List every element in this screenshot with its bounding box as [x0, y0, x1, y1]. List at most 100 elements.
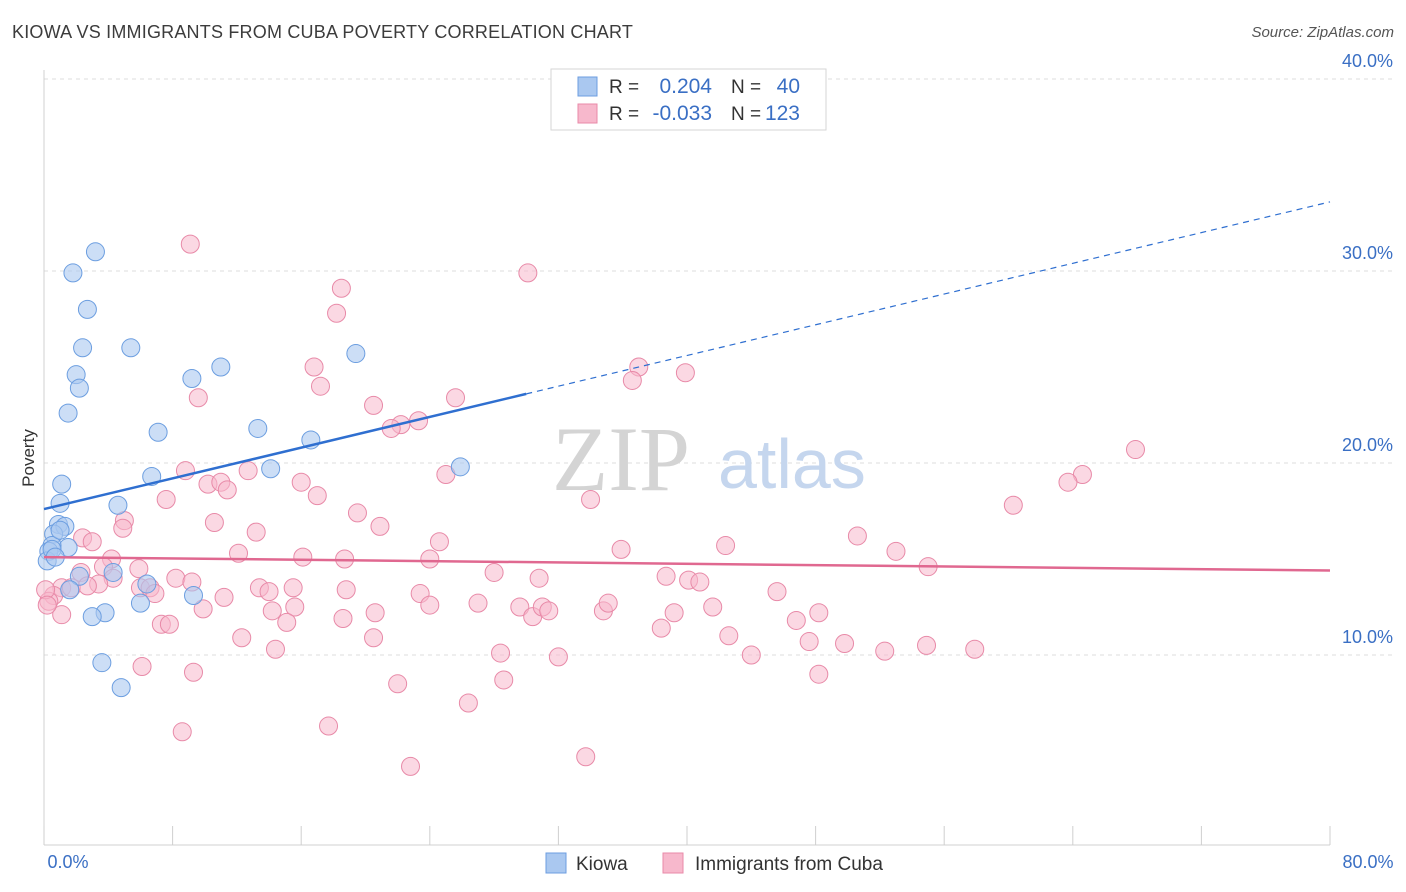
- cuba-point: [611, 539, 631, 559]
- cuba-point: [917, 635, 937, 655]
- kiowa-trendline: [43, 392, 527, 511]
- x-tick-label-min: 0.0%: [47, 852, 88, 872]
- kiowa-point: [450, 457, 470, 477]
- kiowa-point: [92, 653, 112, 673]
- y-axis-title: Poverty: [19, 429, 38, 487]
- cuba-point: [446, 388, 466, 408]
- cuba-point: [809, 664, 829, 684]
- cuba-point: [598, 593, 618, 613]
- kiowa-point: [248, 418, 268, 438]
- cuba-point: [319, 716, 339, 736]
- cuba-point: [651, 618, 671, 638]
- cuba-point: [484, 562, 504, 582]
- cuba-r-value: -0.033: [652, 102, 712, 125]
- kiowa-n-label: N =: [731, 77, 761, 98]
- kiowa-point: [121, 338, 141, 358]
- kiowa-point: [60, 580, 80, 600]
- kiowa-point: [211, 357, 231, 377]
- cuba-point: [82, 532, 102, 552]
- kiowa-point: [130, 593, 150, 613]
- cuba-point: [52, 605, 72, 625]
- cuba-point: [37, 595, 57, 615]
- kiowa-n-value: 40: [777, 75, 800, 98]
- cuba-point: [129, 559, 149, 579]
- kiowa-point: [183, 585, 203, 605]
- cuba-point: [716, 536, 736, 556]
- cuba-point: [529, 568, 549, 588]
- cuba-point: [675, 363, 695, 383]
- cuba-points: [36, 234, 1145, 776]
- cuba-n-label: N =: [731, 104, 761, 125]
- kiowa-point: [111, 678, 131, 698]
- legend-kiowa-swatch: [545, 852, 567, 874]
- kiowa-point: [52, 474, 72, 494]
- kiowa-swatch: [577, 76, 598, 97]
- kiowa-r-label: R =: [609, 77, 639, 98]
- cuba-point: [401, 756, 421, 776]
- kiowa-point: [69, 566, 89, 586]
- cuba-point: [741, 645, 761, 665]
- x-ticks: [43, 826, 1331, 845]
- legend-kiowa-label: Kiowa: [576, 854, 628, 875]
- cuba-point: [494, 670, 514, 690]
- kiowa-point: [103, 562, 123, 582]
- cuba-point: [388, 674, 408, 694]
- kiowa-r-value: 0.204: [659, 75, 712, 98]
- cuba-point: [664, 603, 684, 623]
- kiowa-point: [137, 574, 157, 594]
- chart-title: KIOWA VS IMMIGRANTS FROM CUBA POVERTY CO…: [12, 22, 634, 42]
- cuba-point: [581, 489, 601, 509]
- cuba-point: [188, 388, 208, 408]
- y-tick-label: 20.0%: [1342, 435, 1393, 455]
- cuba-point: [786, 610, 806, 630]
- cuba-trendline: [43, 555, 1331, 572]
- cuba-point: [232, 628, 252, 648]
- trendlines: [43, 201, 1331, 572]
- cuba-point: [193, 599, 213, 619]
- cuba-point: [875, 641, 895, 661]
- cuba-point: [285, 597, 305, 617]
- cuba-point: [304, 357, 324, 377]
- cuba-point: [132, 657, 152, 677]
- cuba-point: [331, 278, 351, 298]
- cuba-point: [180, 234, 200, 254]
- cuba-point: [420, 549, 440, 569]
- cuba-point: [703, 597, 723, 617]
- cuba-point: [365, 603, 385, 623]
- cuba-point: [229, 543, 249, 563]
- cuba-point: [1058, 472, 1078, 492]
- cuba-point: [347, 503, 367, 523]
- cuba-point: [259, 582, 279, 602]
- cuba-point: [166, 568, 186, 588]
- cuba-point: [159, 614, 179, 634]
- cuba-n-value: 123: [765, 102, 800, 125]
- watermark-zip: ZIP: [552, 408, 690, 510]
- cuba-point: [835, 633, 855, 653]
- kiowa-point: [346, 344, 366, 364]
- cuba-point: [246, 522, 266, 542]
- cuba-r-label: R =: [609, 104, 639, 125]
- cuba-point: [336, 580, 356, 600]
- cuba-point: [539, 601, 559, 621]
- watermark-atlas: atlas: [718, 425, 866, 503]
- cuba-point: [1003, 495, 1023, 515]
- y-tick-labels: 10.0% 20.0% 30.0% 40.0%: [1342, 51, 1393, 647]
- cuba-point: [293, 547, 313, 567]
- kiowa-point: [50, 520, 70, 540]
- cuba-point: [518, 263, 538, 283]
- cuba-point: [429, 532, 449, 552]
- kiowa-trendline-extension: [526, 201, 1331, 395]
- stats-legend: R = 0.204 N = 40 R = -0.033 N = 123: [550, 68, 827, 131]
- cuba-point: [767, 582, 787, 602]
- cuba-swatch: [577, 103, 598, 124]
- kiowa-point: [69, 378, 89, 398]
- kiowa-point: [58, 403, 78, 423]
- cuba-point: [217, 480, 237, 500]
- cuba-point: [214, 587, 234, 607]
- cuba-point: [468, 593, 488, 613]
- legend-cuba-swatch: [662, 852, 684, 874]
- kiowa-points: [37, 242, 470, 698]
- kiowa-point: [142, 466, 162, 486]
- cuba-point: [420, 595, 440, 615]
